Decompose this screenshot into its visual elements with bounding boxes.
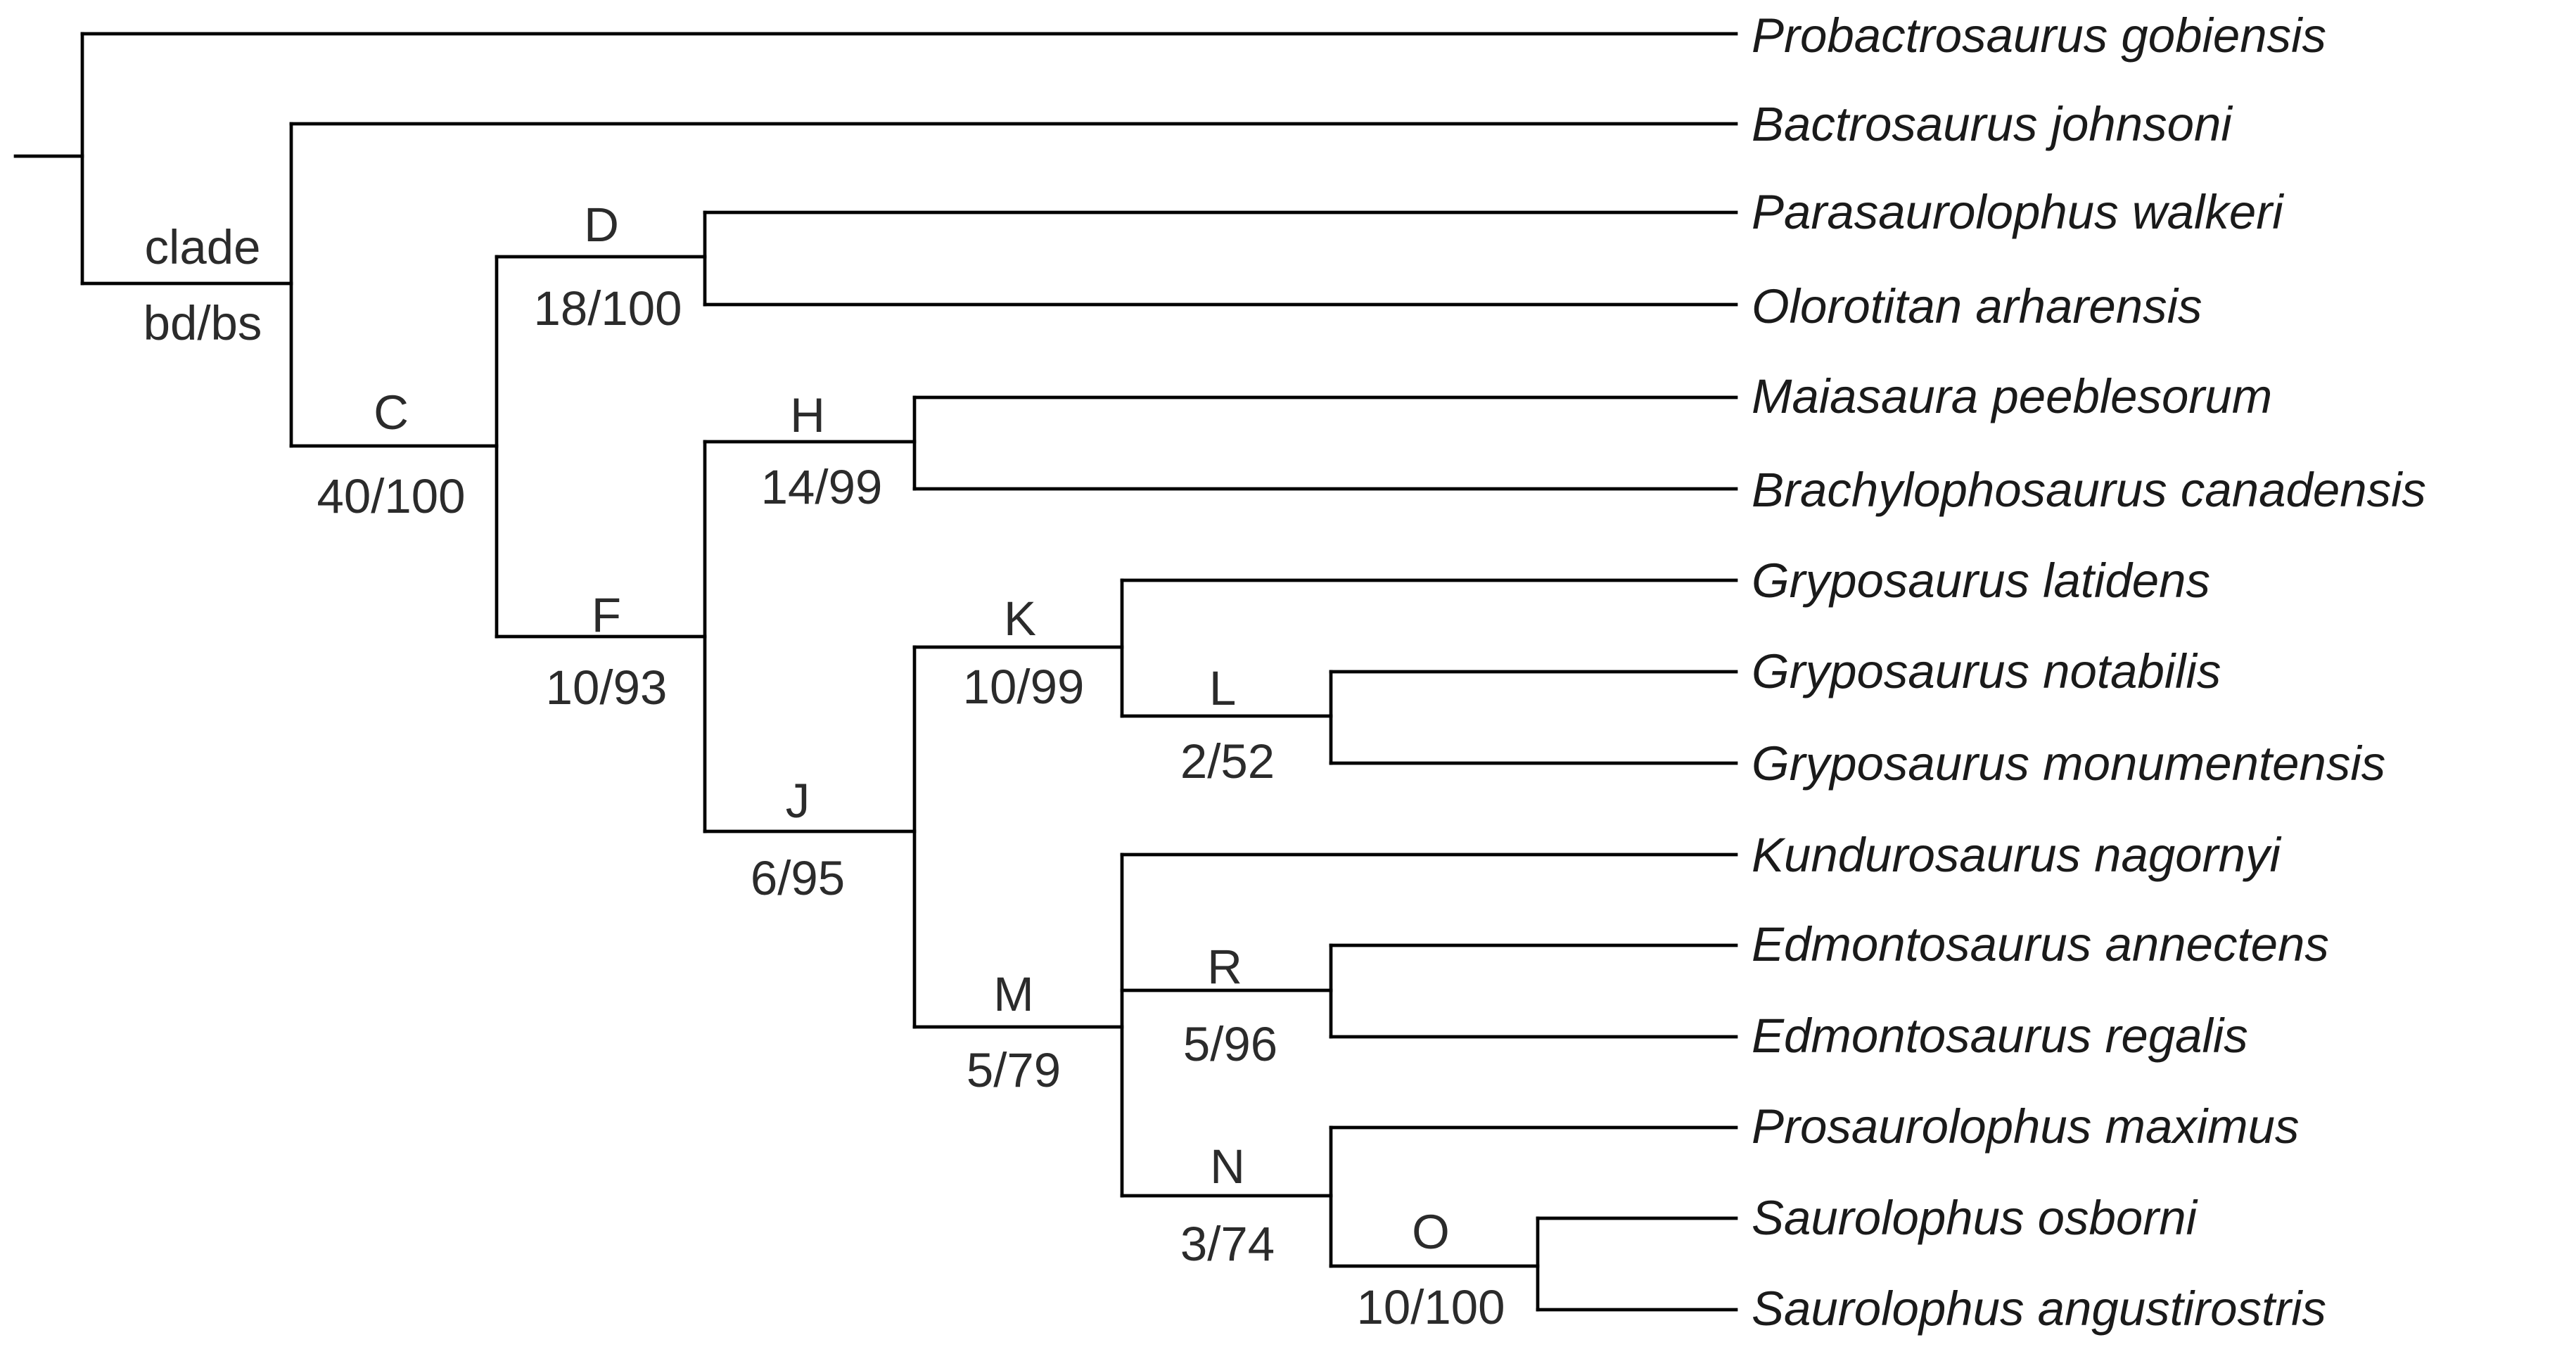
clade-support-f: 10/93	[546, 660, 668, 715]
clade-support-l: 2/52	[1180, 734, 1275, 788]
taxon-label: Saurolophus osborni	[1752, 1191, 2198, 1245]
clade-support-k: 10/99	[963, 660, 1085, 714]
clade-support-c: 40/100	[317, 469, 465, 523]
clade-label-c: C	[374, 385, 409, 440]
taxon-label: Gryposaurus monumentensis	[1752, 736, 2385, 791]
taxon-label: Gryposaurus latidens	[1752, 554, 2210, 608]
clade-support-n: 3/74	[1180, 1217, 1275, 1271]
clade-label-o: O	[1412, 1205, 1450, 1259]
taxon-label: Parasaurolophus walkeri	[1752, 185, 2284, 239]
taxon-label: Prosaurolophus maximus	[1752, 1099, 2300, 1154]
clade-label-m: M	[993, 967, 1033, 1021]
clade-support-j: 6/95	[751, 851, 845, 905]
tree-branches	[13, 32, 1738, 1312]
clade-label-k: K	[1004, 592, 1036, 646]
taxon-label: Edmontosaurus annectens	[1752, 917, 2329, 971]
clade-label-l: L	[1209, 661, 1236, 715]
clade-label-d: D	[584, 198, 619, 252]
clade-support-d: 18/100	[533, 281, 682, 336]
taxon-label: Olorotitan arharensis	[1752, 279, 2202, 333]
taxon-label: Brachylophosaurus canadensis	[1752, 463, 2426, 517]
taxon-label: Bactrosaurus johnsoni	[1752, 97, 2233, 151]
legend-support-label: bd/bs	[144, 296, 262, 350]
legend-clade-label: clade	[145, 220, 261, 274]
clade-label-j: J	[786, 774, 810, 828]
taxon-label: Kundurosaurus nagornyi	[1752, 828, 2281, 882]
clade-label-r: R	[1207, 940, 1242, 994]
clade-label-n: N	[1210, 1139, 1245, 1194]
taxon-label: Probactrosaurus gobiensis	[1752, 8, 2326, 63]
clade-support-r: 5/96	[1183, 1017, 1277, 1071]
taxon-label: Maiasaura peeblesorum	[1752, 369, 2272, 423]
taxon-label: Saurolophus angustirostris	[1752, 1282, 2326, 1336]
taxon-label: Edmontosaurus regalis	[1752, 1009, 2248, 1063]
taxon-label: Gryposaurus notabilis	[1752, 644, 2221, 698]
clade-label-h: H	[790, 388, 825, 442]
clade-support-h: 14/99	[761, 460, 883, 514]
clade-label-f: F	[592, 588, 621, 642]
clade-support-o: 10/100	[1356, 1280, 1505, 1334]
clade-support-m: 5/79	[967, 1043, 1061, 1097]
